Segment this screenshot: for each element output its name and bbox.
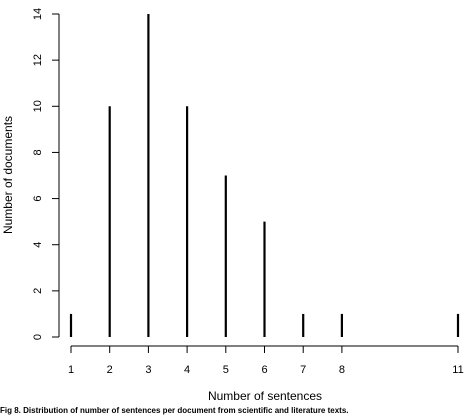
x-tick-label: 3 [145, 364, 151, 376]
x-tick-label: 2 [107, 364, 113, 376]
x-tick-label: 8 [339, 364, 345, 376]
x-tick-label: 4 [184, 364, 190, 376]
x-axis-title: Number of sentences [208, 389, 322, 403]
bars [69, 14, 460, 337]
x-tick-label: 11 [452, 364, 463, 376]
y-tick-label: 10 [32, 100, 44, 112]
x-tick-label: 1 [68, 364, 74, 376]
x-tick-label: 6 [261, 364, 267, 376]
x-ticks: 1 2 3 4 5 6 7 8 11 [68, 346, 464, 376]
y-axis-title: Number of documents [1, 116, 15, 234]
y-tick-label: 6 [32, 196, 44, 202]
y-tick-label: 8 [32, 149, 44, 155]
y-ticks: 0 2 4 6 8 10 12 14 [32, 8, 59, 340]
x-tick-label: 7 [300, 364, 306, 376]
y-tick-label: 14 [32, 8, 44, 20]
x-tick-label: 5 [223, 364, 229, 376]
y-tick-label: 12 [32, 54, 44, 66]
y-tick-label: 4 [32, 242, 44, 248]
y-tick-label: 0 [32, 334, 44, 340]
y-tick-label: 2 [32, 288, 44, 294]
figure-caption: Fig 8. Distribution of number of sentenc… [0, 406, 349, 415]
